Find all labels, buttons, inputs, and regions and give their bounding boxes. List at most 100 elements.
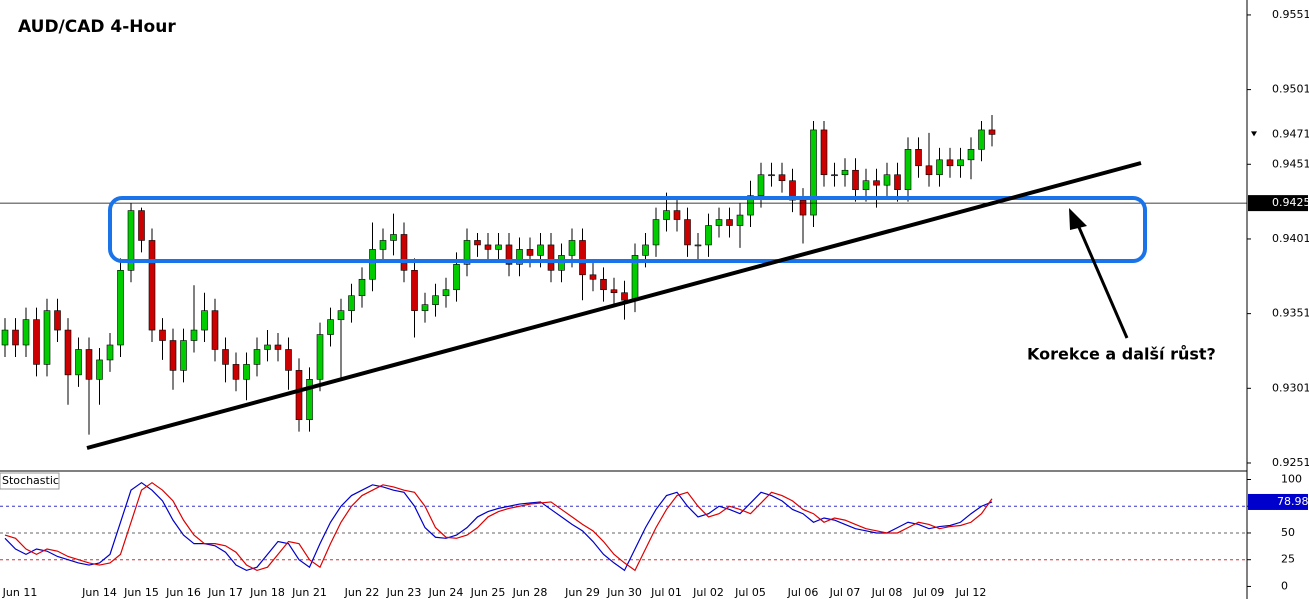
candle-body <box>915 149 922 167</box>
candle-body <box>820 129 828 176</box>
candle-body <box>148 240 156 331</box>
candle-body <box>180 340 187 371</box>
candle-body <box>936 159 943 176</box>
y-tick-label: 100 <box>1281 472 1302 485</box>
last-price-marker <box>1251 131 1257 137</box>
candle-body <box>474 240 481 246</box>
candle-body <box>243 364 250 380</box>
x-tick-label: Jun 17 <box>207 586 243 599</box>
candle-body <box>547 244 555 271</box>
candle-body <box>715 219 723 226</box>
candle-body <box>883 174 891 186</box>
candle-body <box>127 210 135 271</box>
candle-body <box>852 169 859 190</box>
candle-body <box>348 295 355 311</box>
candle-body <box>285 349 292 371</box>
candle-body <box>831 174 838 177</box>
annotation: Korekce a další růst? <box>1027 345 1216 364</box>
candle-body <box>757 174 765 196</box>
candle-body <box>747 195 754 216</box>
candle-body <box>642 244 649 256</box>
arrow-shaft <box>1076 224 1129 339</box>
candle-body <box>327 319 334 335</box>
candle-body <box>621 292 628 301</box>
chart-title: AUD/CAD 4-Hour <box>18 17 176 37</box>
candle-body <box>264 344 271 350</box>
candle-body <box>610 289 618 294</box>
x-tick-label: Jun 23 <box>386 586 422 599</box>
candle-body <box>442 289 450 297</box>
candle-body <box>421 304 429 311</box>
candle-body <box>957 159 964 167</box>
candle-body <box>568 240 576 256</box>
candle-body <box>190 329 198 341</box>
y-tick-label: 0.9501 <box>1272 83 1309 96</box>
candle-body <box>894 174 901 190</box>
candle-body <box>789 180 796 201</box>
last-price-bg <box>1248 126 1308 143</box>
candle-body <box>106 344 114 361</box>
x-tick-label: Jul 09 <box>913 586 945 599</box>
stochastic-line <box>4 481 993 572</box>
candle-body <box>579 240 586 276</box>
candle-body <box>201 310 208 331</box>
indicator-label-box <box>0 472 60 490</box>
y-tick-label: 0.9401 <box>1272 232 1309 245</box>
candle-body <box>862 180 870 190</box>
candle-body <box>663 210 670 220</box>
candle-body <box>369 249 376 280</box>
candle-body <box>159 329 166 341</box>
candle-body <box>54 310 61 331</box>
indicator-label: Stochastic <box>2 474 59 487</box>
candle-body <box>537 244 544 256</box>
candle-body <box>316 334 324 380</box>
candle-body <box>64 329 72 376</box>
x-tick-label: Jun 21 <box>291 586 327 599</box>
candle-body <box>684 219 691 246</box>
y-tick-label: 0 <box>1281 579 1288 592</box>
candle-body <box>43 310 51 365</box>
x-tick-label: Jun 29 <box>564 586 600 599</box>
candle-body <box>117 270 124 346</box>
x-tick-label: Jun 28 <box>512 586 548 599</box>
candle-body <box>841 169 849 176</box>
arrow-head <box>1069 208 1087 230</box>
x-tick-label: Jul 12 <box>955 586 987 599</box>
candle-body <box>810 129 817 216</box>
candle-body <box>253 349 261 365</box>
candle-body <box>505 244 513 265</box>
candle-body <box>600 278 607 291</box>
candle-body <box>453 264 460 291</box>
stochastic-line <box>4 481 993 572</box>
x-tick-label: Jun 16 <box>165 586 201 599</box>
x-tick-label: Jul 06 <box>787 586 819 599</box>
support-zone <box>108 196 1147 263</box>
candle-body <box>400 234 408 271</box>
candle-body <box>988 129 996 135</box>
candle-body <box>726 219 733 226</box>
candle-body <box>96 359 103 380</box>
candle-body <box>967 149 975 161</box>
candle-body <box>778 174 786 182</box>
candle-body <box>358 278 366 297</box>
candle-body <box>12 329 19 346</box>
candle-body <box>169 340 177 371</box>
candle-body <box>22 319 30 346</box>
candle-body <box>232 364 240 380</box>
candle-body <box>33 319 40 365</box>
trend-line <box>86 161 1142 450</box>
y-tick-label: 0.9451 <box>1272 157 1309 170</box>
x-tick-label: Jul 07 <box>829 586 861 599</box>
candle-body <box>589 274 597 280</box>
indicator-value-label: 78.98 <box>1277 495 1309 508</box>
y-tick-label: 25 <box>1281 553 1295 566</box>
candle-body <box>85 349 93 380</box>
x-tick-label: Jul 02 <box>692 586 724 599</box>
x-tick-label: Jun 30 <box>606 586 642 599</box>
candle-body <box>516 249 523 265</box>
y-tick-label: 0.9301 <box>1272 381 1309 394</box>
candle-body <box>484 244 492 250</box>
y-tick-label: 0.9351 <box>1272 307 1309 320</box>
